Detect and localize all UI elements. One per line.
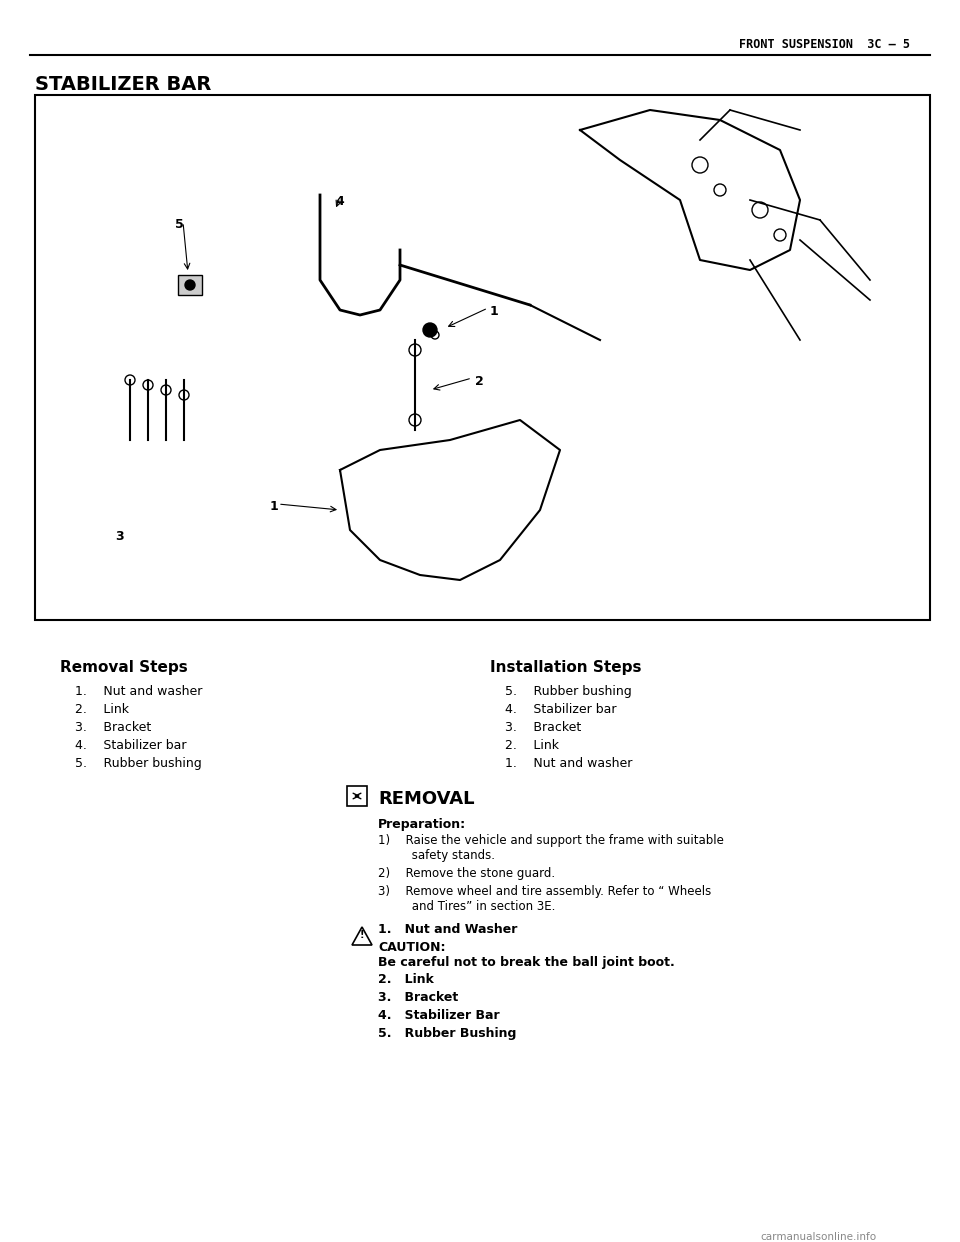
Bar [178,274,202,296]
Text: Removal Steps: Removal Steps [60,660,188,674]
Text: 3.  Bracket: 3. Bracket [75,722,152,734]
Text: CAUTION:: CAUTION: [378,941,445,954]
Text: 2.  Link: 2. Link [75,703,129,715]
Text: 1.   Nut and Washer: 1. Nut and Washer [378,923,517,936]
Text: 1: 1 [490,306,499,318]
Bar [35,94,930,620]
Text: 4.  Stabilizer bar: 4. Stabilizer bar [75,739,186,751]
Text: REMOVAL: REMOVAL [378,790,474,809]
Text: !: ! [360,930,364,940]
Text: 2)  Remove the stone guard.: 2) Remove the stone guard. [378,867,555,881]
Text: Installation Steps: Installation Steps [490,660,641,674]
Text: 1.  Nut and washer: 1. Nut and washer [505,758,633,770]
Text: 4.  Stabilizer bar: 4. Stabilizer bar [505,703,616,715]
Text: STABILIZER BAR: STABILIZER BAR [35,75,211,94]
Text: Preparation:: Preparation: [378,818,467,831]
Text: 4.   Stabilizer Bar: 4. Stabilizer Bar [378,1009,499,1022]
Text: 4: 4 [335,195,344,207]
Text: 1.  Nut and washer: 1. Nut and washer [75,686,203,698]
Bar [347,786,367,806]
Text: FRONT SUSPENSION  3C – 5: FRONT SUSPENSION 3C – 5 [739,39,910,51]
Text: 3: 3 [115,530,124,543]
Text: 2: 2 [475,375,484,388]
Text: 2.   Link: 2. Link [378,972,434,986]
Text: 1)  Raise the vehicle and support the frame with suitable
         safety stands: 1) Raise the vehicle and support the fra… [378,833,724,862]
Text: 3.  Bracket: 3. Bracket [505,722,581,734]
Text: Be careful not to break the ball joint boot.: Be careful not to break the ball joint b… [378,956,675,969]
Polygon shape [352,927,372,945]
Text: 3)  Remove wheel and tire assembly. Refer to “ Wheels
         and Tires” in sec: 3) Remove wheel and tire assembly. Refer… [378,886,711,913]
Text: 5.   Rubber Bushing: 5. Rubber Bushing [378,1027,516,1040]
Text: 1: 1 [270,501,278,513]
Text: 3.   Bracket: 3. Bracket [378,991,458,1004]
Text: 5: 5 [175,219,183,231]
Circle shape [423,323,437,337]
Circle shape [185,279,195,289]
Text: carmanualsonline.info: carmanualsonline.info [760,1232,876,1242]
Text: 2.  Link: 2. Link [505,739,559,751]
Text: 5.  Rubber bushing: 5. Rubber bushing [505,686,632,698]
Text: 5.  Rubber bushing: 5. Rubber bushing [75,758,202,770]
